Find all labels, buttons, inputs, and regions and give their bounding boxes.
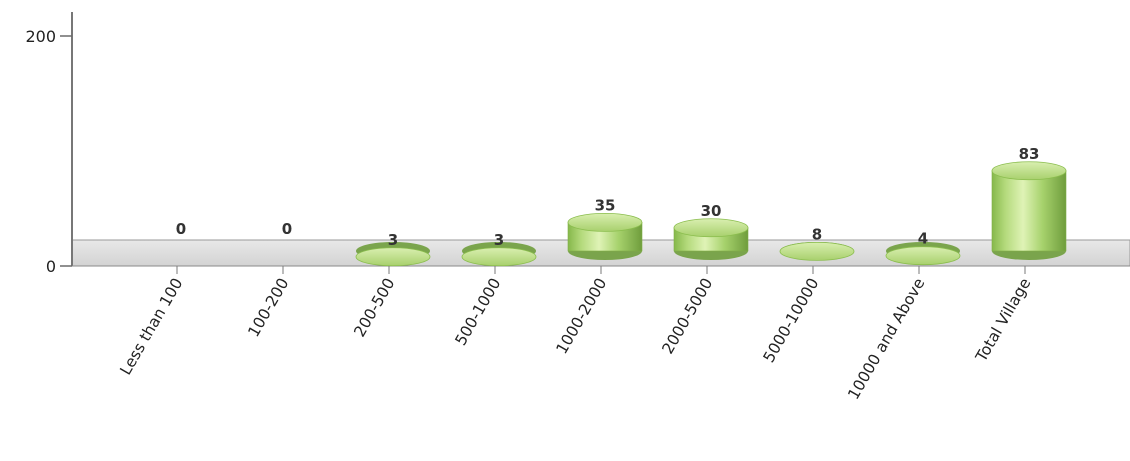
x-tick-label: 500-1000	[452, 275, 505, 349]
data-label-layer: 0 0 3 3 35 30 8 4 83	[176, 145, 1040, 249]
bar	[355, 242, 431, 267]
bar-layer	[355, 161, 1067, 267]
bar	[673, 218, 749, 260]
bar	[991, 161, 1067, 260]
data-label: 0	[176, 220, 186, 238]
bar	[461, 242, 537, 267]
bar	[567, 212, 643, 260]
x-tick-label: Less than 100	[117, 275, 187, 378]
bar-top	[355, 247, 431, 267]
x-tick-label: 200-500	[350, 275, 398, 340]
data-label: 30	[701, 202, 722, 220]
bar-top	[779, 241, 855, 261]
bar	[779, 241, 855, 261]
bar-top	[461, 247, 537, 267]
x-tick-layer: Less than 100 100-200 200-500 500-1000 1000-…	[117, 266, 1035, 403]
bar-top	[673, 218, 749, 238]
data-label: 3	[388, 231, 398, 249]
y-tick-label: 0	[46, 257, 56, 276]
bar-body	[991, 170, 1067, 252]
x-tick-label: 10000 and Above	[844, 275, 928, 403]
x-tick-label: 2000-5000	[659, 275, 717, 357]
data-label: 3	[494, 231, 504, 249]
data-label: 35	[595, 196, 616, 214]
data-label: 8	[812, 225, 822, 243]
bar-top	[991, 161, 1067, 181]
x-tick-label: Total Village	[972, 275, 1035, 366]
data-label: 0	[282, 220, 292, 238]
data-label: 83	[1019, 145, 1040, 163]
data-label: 4	[918, 230, 928, 248]
x-tick-label: 5000-10000	[760, 275, 823, 366]
y-tick-label: 200	[25, 27, 56, 46]
bar-top	[567, 212, 643, 232]
bar	[885, 242, 961, 266]
x-tick-label: 1000-2000	[553, 275, 611, 357]
bar-top	[885, 246, 961, 266]
x-tick-label: 100-200	[244, 275, 292, 340]
